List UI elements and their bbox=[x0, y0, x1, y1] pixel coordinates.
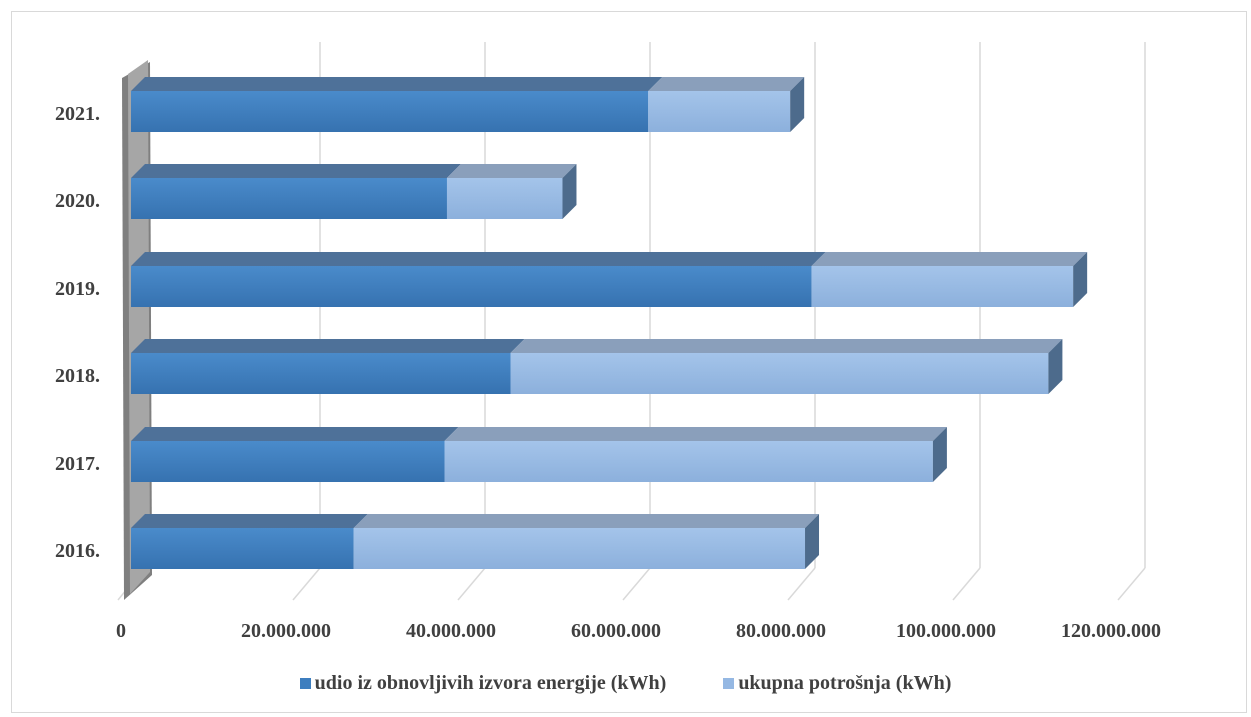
legend-swatch-renewable bbox=[299, 678, 311, 689]
category-labels: 2016. 2017. 2018. 2019. 2020. 2021. bbox=[55, 103, 100, 562]
legend-item-total: ukupna potrošnja (kWh) bbox=[723, 672, 951, 695]
x-tick-label: 20.000.000 bbox=[241, 620, 331, 642]
x-tick-label: 120.000.000 bbox=[1061, 620, 1161, 642]
y-category-label: 2019. bbox=[55, 278, 100, 300]
x-tick-label: 80.000.000 bbox=[736, 620, 826, 642]
bar-top-0 bbox=[131, 427, 459, 441]
bar-segment-1 bbox=[648, 91, 791, 132]
bar-top-1 bbox=[510, 339, 1063, 353]
gridline-floor bbox=[952, 567, 981, 601]
bar-segment-0 bbox=[131, 441, 445, 482]
bar-segment-1 bbox=[510, 353, 1049, 394]
bar-top-1 bbox=[446, 164, 577, 178]
x-tick-label: 40.000.000 bbox=[406, 620, 496, 642]
y-category-label: 2021. bbox=[55, 103, 100, 125]
bar-segment-1 bbox=[446, 178, 563, 219]
gridline-floor bbox=[622, 567, 651, 601]
bar-segment-0 bbox=[131, 528, 354, 569]
bar-side bbox=[932, 427, 947, 482]
gridline-floor bbox=[292, 567, 321, 601]
legend-swatch-total bbox=[723, 678, 735, 689]
bar-top-1 bbox=[444, 427, 947, 441]
gridline-floor bbox=[787, 567, 816, 601]
bar-segment-1 bbox=[353, 528, 806, 569]
bar-segment-0 bbox=[131, 353, 511, 394]
bar-segment-0 bbox=[131, 91, 649, 132]
bars bbox=[131, 77, 1088, 569]
bar-side bbox=[562, 164, 577, 219]
axis-wall-face bbox=[128, 60, 150, 594]
bar-top-1 bbox=[353, 514, 820, 528]
legend: udio iz obnovljivih izvora energije (kWh… bbox=[0, 672, 1251, 695]
bar-side bbox=[790, 77, 805, 132]
bar-segment-0 bbox=[131, 266, 812, 307]
y-category-label: 2017. bbox=[55, 453, 100, 475]
bar-top-1 bbox=[648, 77, 805, 91]
x-tick-labels: 0 20.000.000 40.000.000 60.000.000 80.000.00… bbox=[116, 620, 1161, 642]
bar-top-0 bbox=[131, 77, 663, 91]
bar-top-0 bbox=[131, 514, 368, 528]
bar-top-0 bbox=[131, 252, 826, 266]
bar-segment-0 bbox=[131, 178, 447, 219]
bar-segment-1 bbox=[811, 266, 1074, 307]
y-category-label: 2020. bbox=[55, 190, 100, 212]
legend-label-total: ukupna potrošnja (kWh) bbox=[738, 672, 952, 694]
gridline-floor bbox=[457, 567, 486, 601]
bar-side bbox=[1073, 252, 1088, 307]
bar-top-0 bbox=[131, 164, 461, 178]
bar-segment-1 bbox=[444, 441, 933, 482]
bar-top-0 bbox=[131, 339, 525, 353]
bar-side bbox=[1048, 339, 1063, 394]
bar-side bbox=[805, 514, 820, 569]
bar-top-1 bbox=[811, 252, 1088, 266]
x-tick-label: 100.000.000 bbox=[896, 620, 996, 642]
y-category-label: 2016. bbox=[55, 540, 100, 562]
legend-label-renewable: udio iz obnovljivih izvora energije (kWh… bbox=[314, 672, 667, 694]
legend-item-renewable: udio iz obnovljivih izvora energije (kWh… bbox=[299, 672, 667, 695]
x-tick-label: 0 bbox=[116, 620, 126, 642]
x-tick-label: 60.000.000 bbox=[571, 620, 661, 642]
gridline-floor bbox=[1117, 567, 1146, 601]
y-category-label: 2018. bbox=[55, 365, 100, 387]
